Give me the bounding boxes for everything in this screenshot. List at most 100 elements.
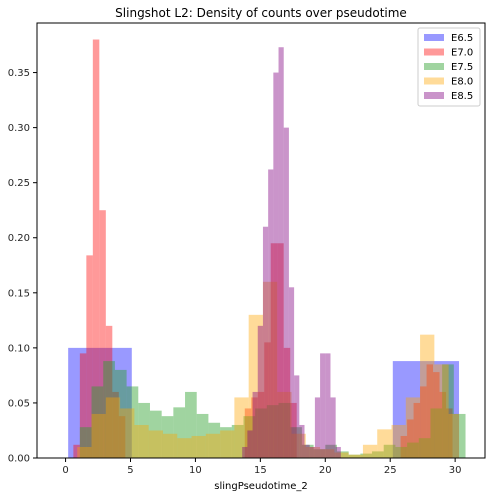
histogram-bar — [395, 446, 408, 458]
chart-title: Slingshot L2: Density of counts over pse… — [115, 6, 407, 20]
y-tick-label: 0.20 — [8, 233, 30, 244]
histogram-bar — [73, 444, 80, 458]
y-tick-label: 0.30 — [8, 123, 30, 134]
histogram-bar — [330, 397, 336, 458]
histogram-bar — [277, 391, 292, 458]
legend: E6.5 E7.0 E7.5 E8.0 E8.5 — [417, 27, 481, 107]
histogram-bar — [360, 453, 373, 458]
histogram-bar — [173, 407, 186, 458]
legend-swatch — [424, 92, 444, 99]
y-tick-label: 0.25 — [8, 178, 30, 189]
histogram-bar — [348, 454, 363, 458]
histogram-bar — [283, 347, 291, 458]
bars-layer — [68, 39, 466, 459]
histogram-bar — [305, 446, 321, 458]
histogram-bar — [242, 446, 248, 458]
histogram-bar — [126, 386, 139, 458]
histogram-bar — [407, 442, 419, 458]
histogram-bar — [278, 47, 284, 459]
histogram-bar — [103, 361, 115, 458]
legend-box — [417, 27, 481, 107]
histogram-bar — [377, 429, 392, 458]
series-E8-0 — [77, 281, 460, 458]
histogram-bar — [79, 427, 92, 458]
x-tick-label: 5 — [127, 465, 133, 476]
legend-swatch — [424, 63, 444, 70]
y-tick-label: 0.10 — [8, 343, 30, 354]
histogram-bar — [320, 449, 335, 458]
histogram-bar — [448, 413, 460, 458]
histogram-bar — [304, 444, 310, 458]
histogram-bar — [325, 444, 337, 458]
histogram-bar — [335, 446, 341, 458]
series-E6-5 — [68, 347, 460, 458]
histogram-bar — [400, 435, 408, 458]
histogram-bar — [290, 427, 302, 458]
x-tick-label: 0 — [62, 465, 68, 476]
histogram-bar — [314, 397, 321, 458]
histogram-bar — [191, 435, 206, 458]
histogram-bar — [288, 287, 295, 458]
histogram-bar — [383, 444, 396, 458]
histogram-bar — [442, 364, 454, 458]
histogram-bar — [86, 255, 93, 458]
x-tick-label: 20 — [319, 465, 332, 476]
x-axis: 0 5 10 15 20 25 30 — [62, 458, 462, 476]
x-axis-label: slingPseudotime_2 — [214, 481, 307, 492]
histogram-bar — [220, 427, 232, 458]
legend-label: E7.0 — [451, 48, 473, 59]
histogram-bar — [257, 391, 265, 458]
histogram-bar — [313, 449, 326, 458]
histogram-bar — [79, 353, 87, 458]
histogram-bar — [268, 169, 274, 458]
histogram-bar — [348, 454, 361, 458]
y-tick-label: 0.00 — [8, 454, 30, 465]
histogram-bar — [392, 361, 460, 458]
histogram-bar — [252, 391, 258, 458]
y-axis: 0.00 0.05 0.10 0.15 0.20 0.25 0.30 0.35 — [8, 68, 37, 465]
x-tick-label: 25 — [384, 465, 397, 476]
histogram-bar — [77, 446, 92, 458]
histogram-bar — [418, 438, 431, 458]
histogram-bar — [234, 397, 249, 458]
legend-label: E6.5 — [451, 33, 473, 44]
histogram-bar — [162, 433, 178, 458]
plot-frame — [36, 22, 486, 459]
histogram-bar — [161, 416, 174, 458]
legend-swatch — [424, 77, 444, 85]
histogram-bar — [92, 39, 100, 459]
histogram-bar — [257, 325, 263, 458]
histogram-bar — [196, 413, 209, 458]
histogram-bar — [262, 281, 278, 458]
histogram-bar — [244, 408, 252, 458]
histogram-bar — [446, 408, 453, 458]
histogram-bar — [243, 416, 256, 458]
histogram-bar — [362, 444, 378, 458]
histogram-bar — [334, 452, 349, 458]
histogram-bar — [91, 413, 106, 458]
series-E7-5 — [79, 361, 466, 458]
histogram-bar — [278, 402, 291, 458]
histogram-bar — [299, 424, 305, 458]
histogram-bar — [320, 353, 326, 458]
histogram-bar — [273, 72, 279, 459]
histogram-bar — [120, 408, 135, 458]
histogram-bar — [68, 347, 132, 458]
series-E8-5 — [242, 47, 341, 459]
histogram-bar — [372, 451, 384, 458]
histogram-bar — [325, 353, 331, 458]
histogram-bar — [264, 342, 271, 458]
x-tick-label: 30 — [449, 465, 462, 476]
histogram-bar — [91, 386, 104, 458]
y-tick-label: 0.15 — [8, 288, 30, 299]
histogram-bar — [294, 375, 300, 458]
legend-swatch — [424, 34, 444, 41]
histogram-bar — [420, 386, 427, 458]
histogram-bar — [138, 402, 150, 458]
series-E7-0 — [73, 39, 453, 459]
histogram-bar — [407, 419, 414, 458]
x-tick-label: 10 — [189, 465, 202, 476]
legend-swatch — [424, 48, 444, 56]
